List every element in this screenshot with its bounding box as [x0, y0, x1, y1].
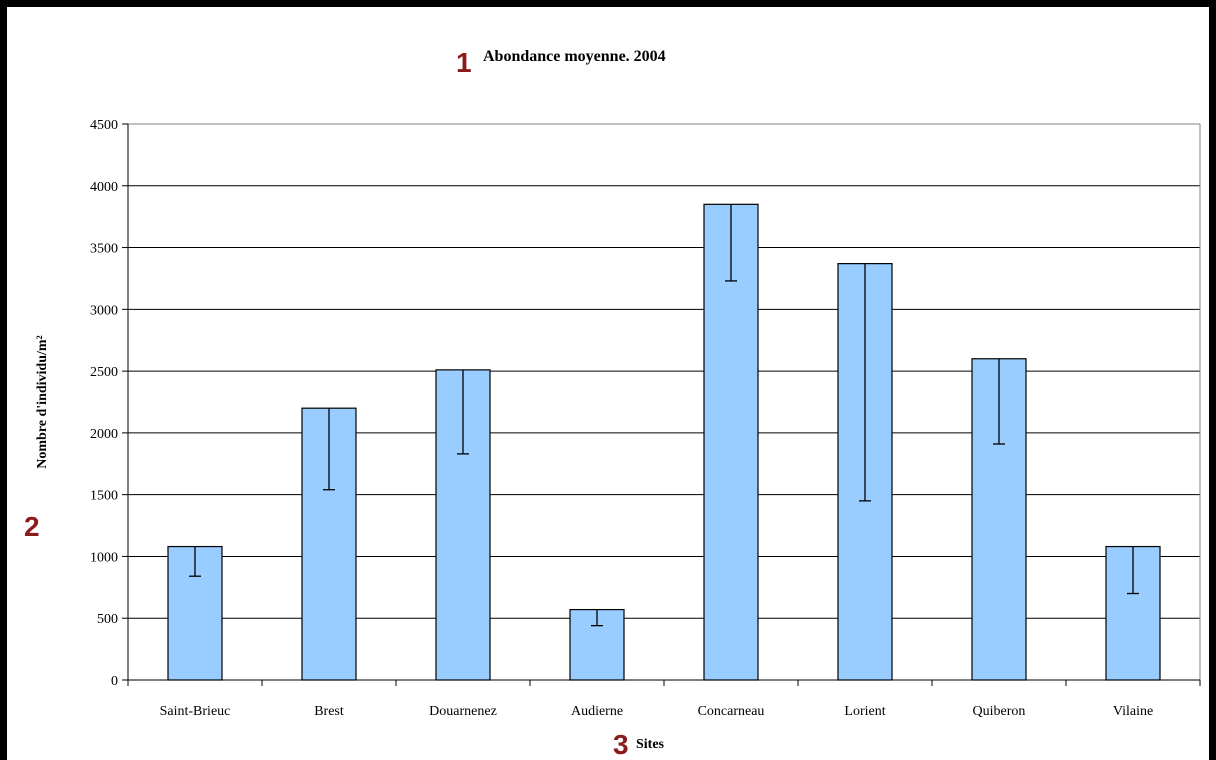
- bar: [703, 203, 759, 681]
- x-tick-label: Quiberon: [973, 704, 1026, 719]
- x-tick-label: Audierne: [571, 704, 623, 719]
- x-tick-label: Douarnenez: [429, 704, 497, 719]
- x-tick-label: Lorient: [844, 704, 885, 719]
- y-tick-label: 500: [97, 612, 118, 627]
- x-tick-label: Concarneau: [698, 704, 765, 719]
- y-tick-label: 0: [111, 674, 118, 689]
- chart-title: Abondance moyenne. 2004: [483, 48, 666, 65]
- y-tick-label: 1000: [90, 550, 118, 565]
- x-tick-label: Vilaine: [1113, 704, 1153, 719]
- x-axis-title: Sites: [636, 737, 665, 752]
- y-tick-label: 4500: [90, 118, 118, 133]
- tick-labels: 0 500 1000 1500 2000 2500 3000 3500 4000 4500 Sain…: [90, 118, 1153, 719]
- y-tick-label: 2000: [90, 427, 118, 442]
- x-tick-label: Saint-Brieuc: [160, 704, 231, 719]
- y-tick-label: 3000: [90, 303, 118, 318]
- y-tick-label: 3500: [90, 242, 118, 257]
- y-tick-label: 2500: [90, 365, 118, 380]
- bars: [167, 203, 1161, 681]
- annotation-marker-3: 3: [613, 729, 629, 760]
- y-tick-label: 4000: [90, 180, 118, 195]
- x-tick-label: Brest: [314, 704, 344, 719]
- gridlines: [128, 123, 1201, 680]
- y-tick-label: 1500: [90, 489, 118, 504]
- annotation-marker-1: 1: [456, 47, 472, 78]
- y-axis-title: Nombre d'individu/m²: [35, 335, 50, 468]
- annotation-marker-2: 2: [24, 511, 40, 542]
- axes: [122, 123, 1201, 686]
